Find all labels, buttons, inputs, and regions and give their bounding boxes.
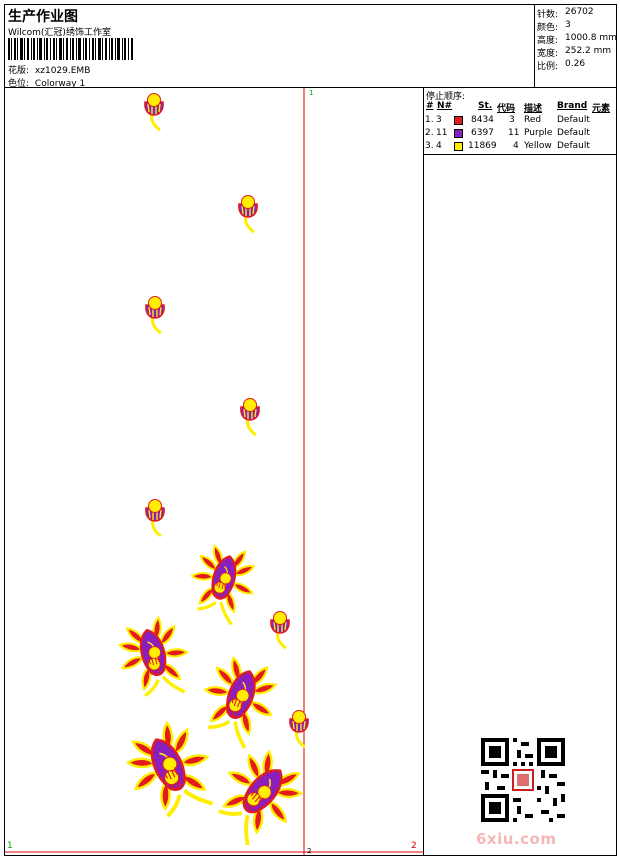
design-stats: 针数: 26702 颜色: 3 高度: 1000.8 mm 宽度: 252.2 mm 比… xyxy=(535,5,617,88)
bud-motif xyxy=(237,194,259,234)
table-row: 3. 4 11869 4 Yellow Default xyxy=(425,141,590,151)
col-header-needle: N# xyxy=(437,101,453,111)
flower-motif xyxy=(115,712,227,831)
bud-motif xyxy=(288,709,310,749)
page-title: 生产作业图 xyxy=(8,9,78,25)
stat-stitches: 针数: 26702 xyxy=(537,7,594,20)
canvas-top-mark: 1 xyxy=(309,89,314,97)
color-swatch xyxy=(454,116,463,125)
col-header-stitches: St. xyxy=(478,101,493,111)
col-header-brand: Brand xyxy=(557,101,588,111)
flower-motif xyxy=(182,539,263,628)
sheet-frame xyxy=(4,4,617,856)
bud-motif xyxy=(269,610,291,650)
col-header-description: 描述 xyxy=(524,104,543,114)
stat-scale: 比例: 0.26 xyxy=(537,59,586,72)
table-row: 1. 3 8434 3 Red Default xyxy=(425,115,590,125)
col-header-index: # xyxy=(426,101,434,111)
qr-code[interactable] xyxy=(481,738,565,822)
stat-width: 宽度: 252.2 mm xyxy=(537,46,612,59)
stop-sequence-title: 停止顺序: xyxy=(426,92,466,102)
table-row: 2. 11 6397 11 Purple Default xyxy=(425,128,590,138)
embroidery-preview xyxy=(5,88,424,855)
col-header-code: 代码 xyxy=(497,104,516,114)
design-canvas: 1 1 2 2 xyxy=(5,88,424,855)
colorway-line: 色位: Colorway 1 xyxy=(8,76,85,89)
stat-colors: 颜色: 3 xyxy=(537,20,571,33)
colorway-label: 色位: xyxy=(8,79,30,89)
colorway-name: Colorway 1 xyxy=(34,79,86,89)
bud-motif xyxy=(239,397,261,437)
col-header-element: 元素 xyxy=(592,104,611,114)
flower-motif xyxy=(111,612,197,707)
design-label: 花版: xyxy=(8,66,30,76)
panel-divider xyxy=(424,154,616,155)
bud-motif xyxy=(144,498,166,538)
header-info: 生产作业图 Wilcom(汇冠)绣饰工作室 花版: xz1029.EMB 色位:… xyxy=(5,5,535,89)
design-file-name: xz1029.EMB xyxy=(34,66,91,76)
design-file-line: 花版: xz1029.EMB xyxy=(8,63,90,76)
watermark: 6xiu.com xyxy=(476,830,557,848)
barcode xyxy=(8,38,133,60)
company-name: Wilcom(汇冠)绣饰工作室 xyxy=(8,28,111,38)
stop-sequence-panel: 停止顺序: # N# St. 代码 描述 Brand 元素 1. 3 8434 … xyxy=(424,88,616,855)
canvas-corner-mark-left: 1 xyxy=(7,841,13,851)
flower-motif xyxy=(201,737,316,854)
flower-motif xyxy=(190,649,286,753)
canvas-mid-mark: 2 xyxy=(307,847,312,855)
canvas-corner-mark-right: 2 xyxy=(411,841,417,851)
bud-motif xyxy=(143,92,165,132)
stat-height: 高度: 1000.8 mm xyxy=(537,33,617,46)
bud-motif xyxy=(144,295,166,335)
color-swatch xyxy=(454,129,463,138)
color-swatch xyxy=(454,142,463,151)
